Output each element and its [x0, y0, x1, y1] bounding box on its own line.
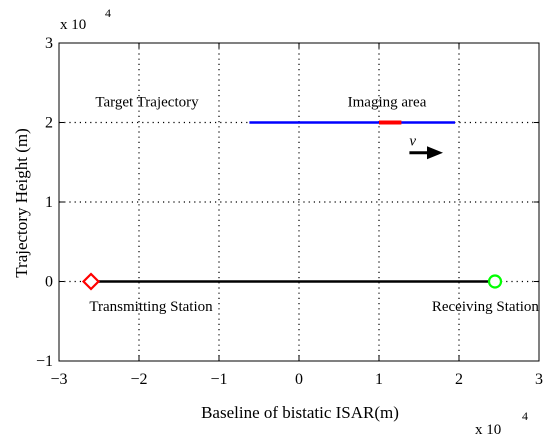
annotation-label: Transmitting Station	[89, 299, 213, 315]
y-tick-label: 3	[45, 35, 53, 52]
annotation-label: v	[409, 134, 416, 150]
x-tick-label: −1	[210, 371, 227, 388]
x-tick-label: 3	[535, 371, 543, 388]
x-tick-label: 2	[455, 371, 463, 388]
annotation-label: Imaging area	[348, 95, 427, 111]
x-axis-label: Baseline of bistatic ISAR(m)	[201, 403, 399, 422]
circle-marker	[487, 274, 503, 289]
y-tick-label: 2	[45, 115, 53, 132]
series-lines	[91, 120, 495, 283]
annotation-label: Target Trajectory	[95, 95, 199, 111]
x-multiplier-exponent: 4	[522, 409, 528, 423]
x-tick-label: −2	[130, 371, 147, 388]
x-tick-label: 1	[375, 371, 383, 388]
velocity-arrow	[409, 146, 443, 160]
station-markers	[81, 272, 503, 291]
y-multiplier-exponent: 4	[105, 6, 111, 20]
y-axis-label: Trajectory Height (m)	[12, 128, 31, 278]
x-tick-label: −3	[50, 371, 67, 388]
y-tick-label: −1	[36, 353, 53, 370]
y-multiplier: x 10	[60, 17, 86, 33]
axis-ticks: −3 −2 −1 0 1 2 3 −1 0 1 2 3	[36, 35, 543, 388]
x-tick-label: 0	[295, 371, 303, 388]
x-multiplier: x 10	[475, 422, 501, 438]
annotation-label: Receiving Station	[432, 299, 540, 315]
y-tick-label: 1	[45, 194, 53, 211]
diamond-marker	[81, 272, 101, 291]
y-tick-label: 0	[45, 274, 53, 291]
annotations: Target Trajectory Imaging area v Transmitti…	[89, 95, 539, 315]
arrow-head	[427, 146, 443, 160]
